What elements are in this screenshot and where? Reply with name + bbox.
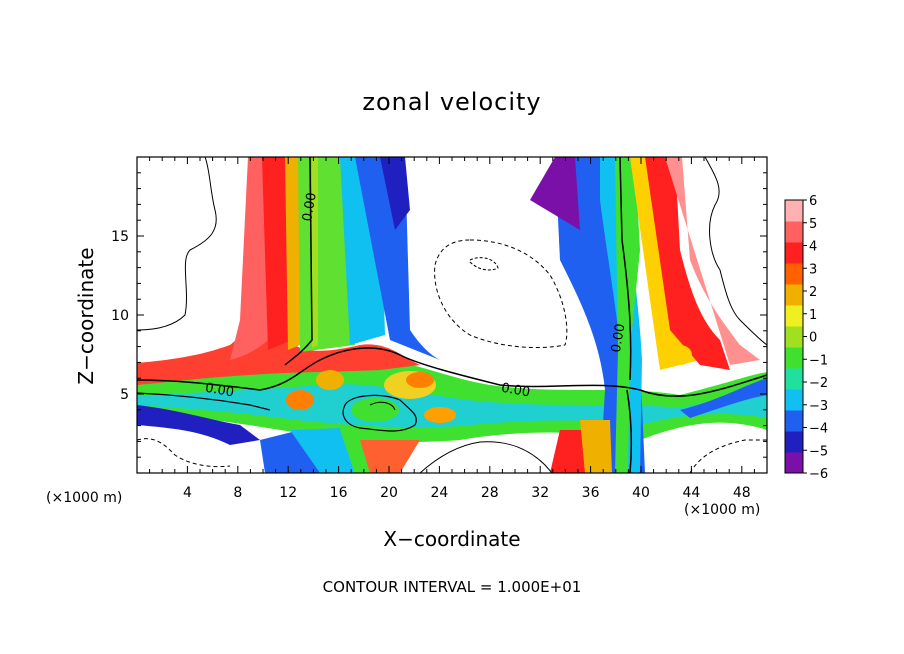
colorbar-tick-label: 0 [809,331,817,346]
colorbar-swatch [785,347,803,369]
x-tick-label: 24 [430,485,448,501]
colorbar-swatch [785,200,803,222]
x-tick-label: 16 [330,485,348,501]
velocity-field [137,157,767,473]
colorbar-tick-label: 2 [809,285,817,300]
colorbar-tick-label: −6 [809,467,828,482]
colorbar-tick-label: −4 [809,422,828,437]
colorbar-swatch [785,452,803,474]
contour-lines [137,157,767,473]
colorbar-tick-label: 4 [809,240,817,255]
x-tick-label: 8 [233,485,242,501]
x-tick-label: 4 [183,485,192,501]
x-tick-label: 20 [380,485,398,501]
x-tick-label: 32 [531,485,549,501]
colorbar-tick-label: −5 [809,444,828,459]
chart-title: zonal velocity [362,88,542,116]
contour-label: 0.00 [500,381,531,401]
colorbar-swatch [785,284,803,306]
colorbar-tick-label: −1 [809,353,828,368]
contour-label: 0.00 [204,381,235,401]
colorbar-swatch [785,326,803,348]
colorbar-swatch [785,221,803,243]
colorbar-tick-label: 3 [809,262,817,277]
colorbar-swatch [785,431,803,453]
x-tick-label: 36 [582,485,600,501]
x-tick-label: 12 [279,485,297,501]
contour-interval-note: CONTOUR INTERVAL = 1.000E+01 [322,578,582,596]
x-unit-label-right: (×1000 m) [684,502,761,518]
colorbar-swatch [785,389,803,411]
colorbar: 6 5 4 3 2 1 0 −1 −2 −3 −4 −5 −6 [784,194,828,482]
colorbar-tick-label: 1 [809,308,817,323]
colorbar-swatch [785,263,803,285]
colorbar-tick-label: 5 [809,217,817,232]
colorbar-swatch [785,368,803,390]
x-unit-label-left: (×1000 m) [46,490,123,506]
y-tick-label: 10 [111,308,129,324]
x-tick-label: 40 [632,485,650,501]
x-tick-label: 28 [481,485,499,501]
contour-label: 0.00 [300,191,320,222]
y-tick-label: 5 [120,387,129,403]
contour-label-group: 0.00 0.00 0.00 0.00 [204,191,629,400]
colorbar-tick-label: 6 [809,194,817,209]
colorbar-tick-label: −2 [809,376,828,391]
x-axis-label: X−coordinate [383,527,521,551]
colorbar-swatch [785,410,803,432]
contour-label: 0.00 [609,323,629,354]
colorbar-swatch [785,242,803,264]
colorbar-tick-label: −3 [809,399,828,414]
x-tick-label: 48 [733,485,751,501]
x-tick-label: 44 [682,485,700,501]
colorbar-swatch [785,305,803,327]
y-tick-label: 15 [111,229,129,245]
